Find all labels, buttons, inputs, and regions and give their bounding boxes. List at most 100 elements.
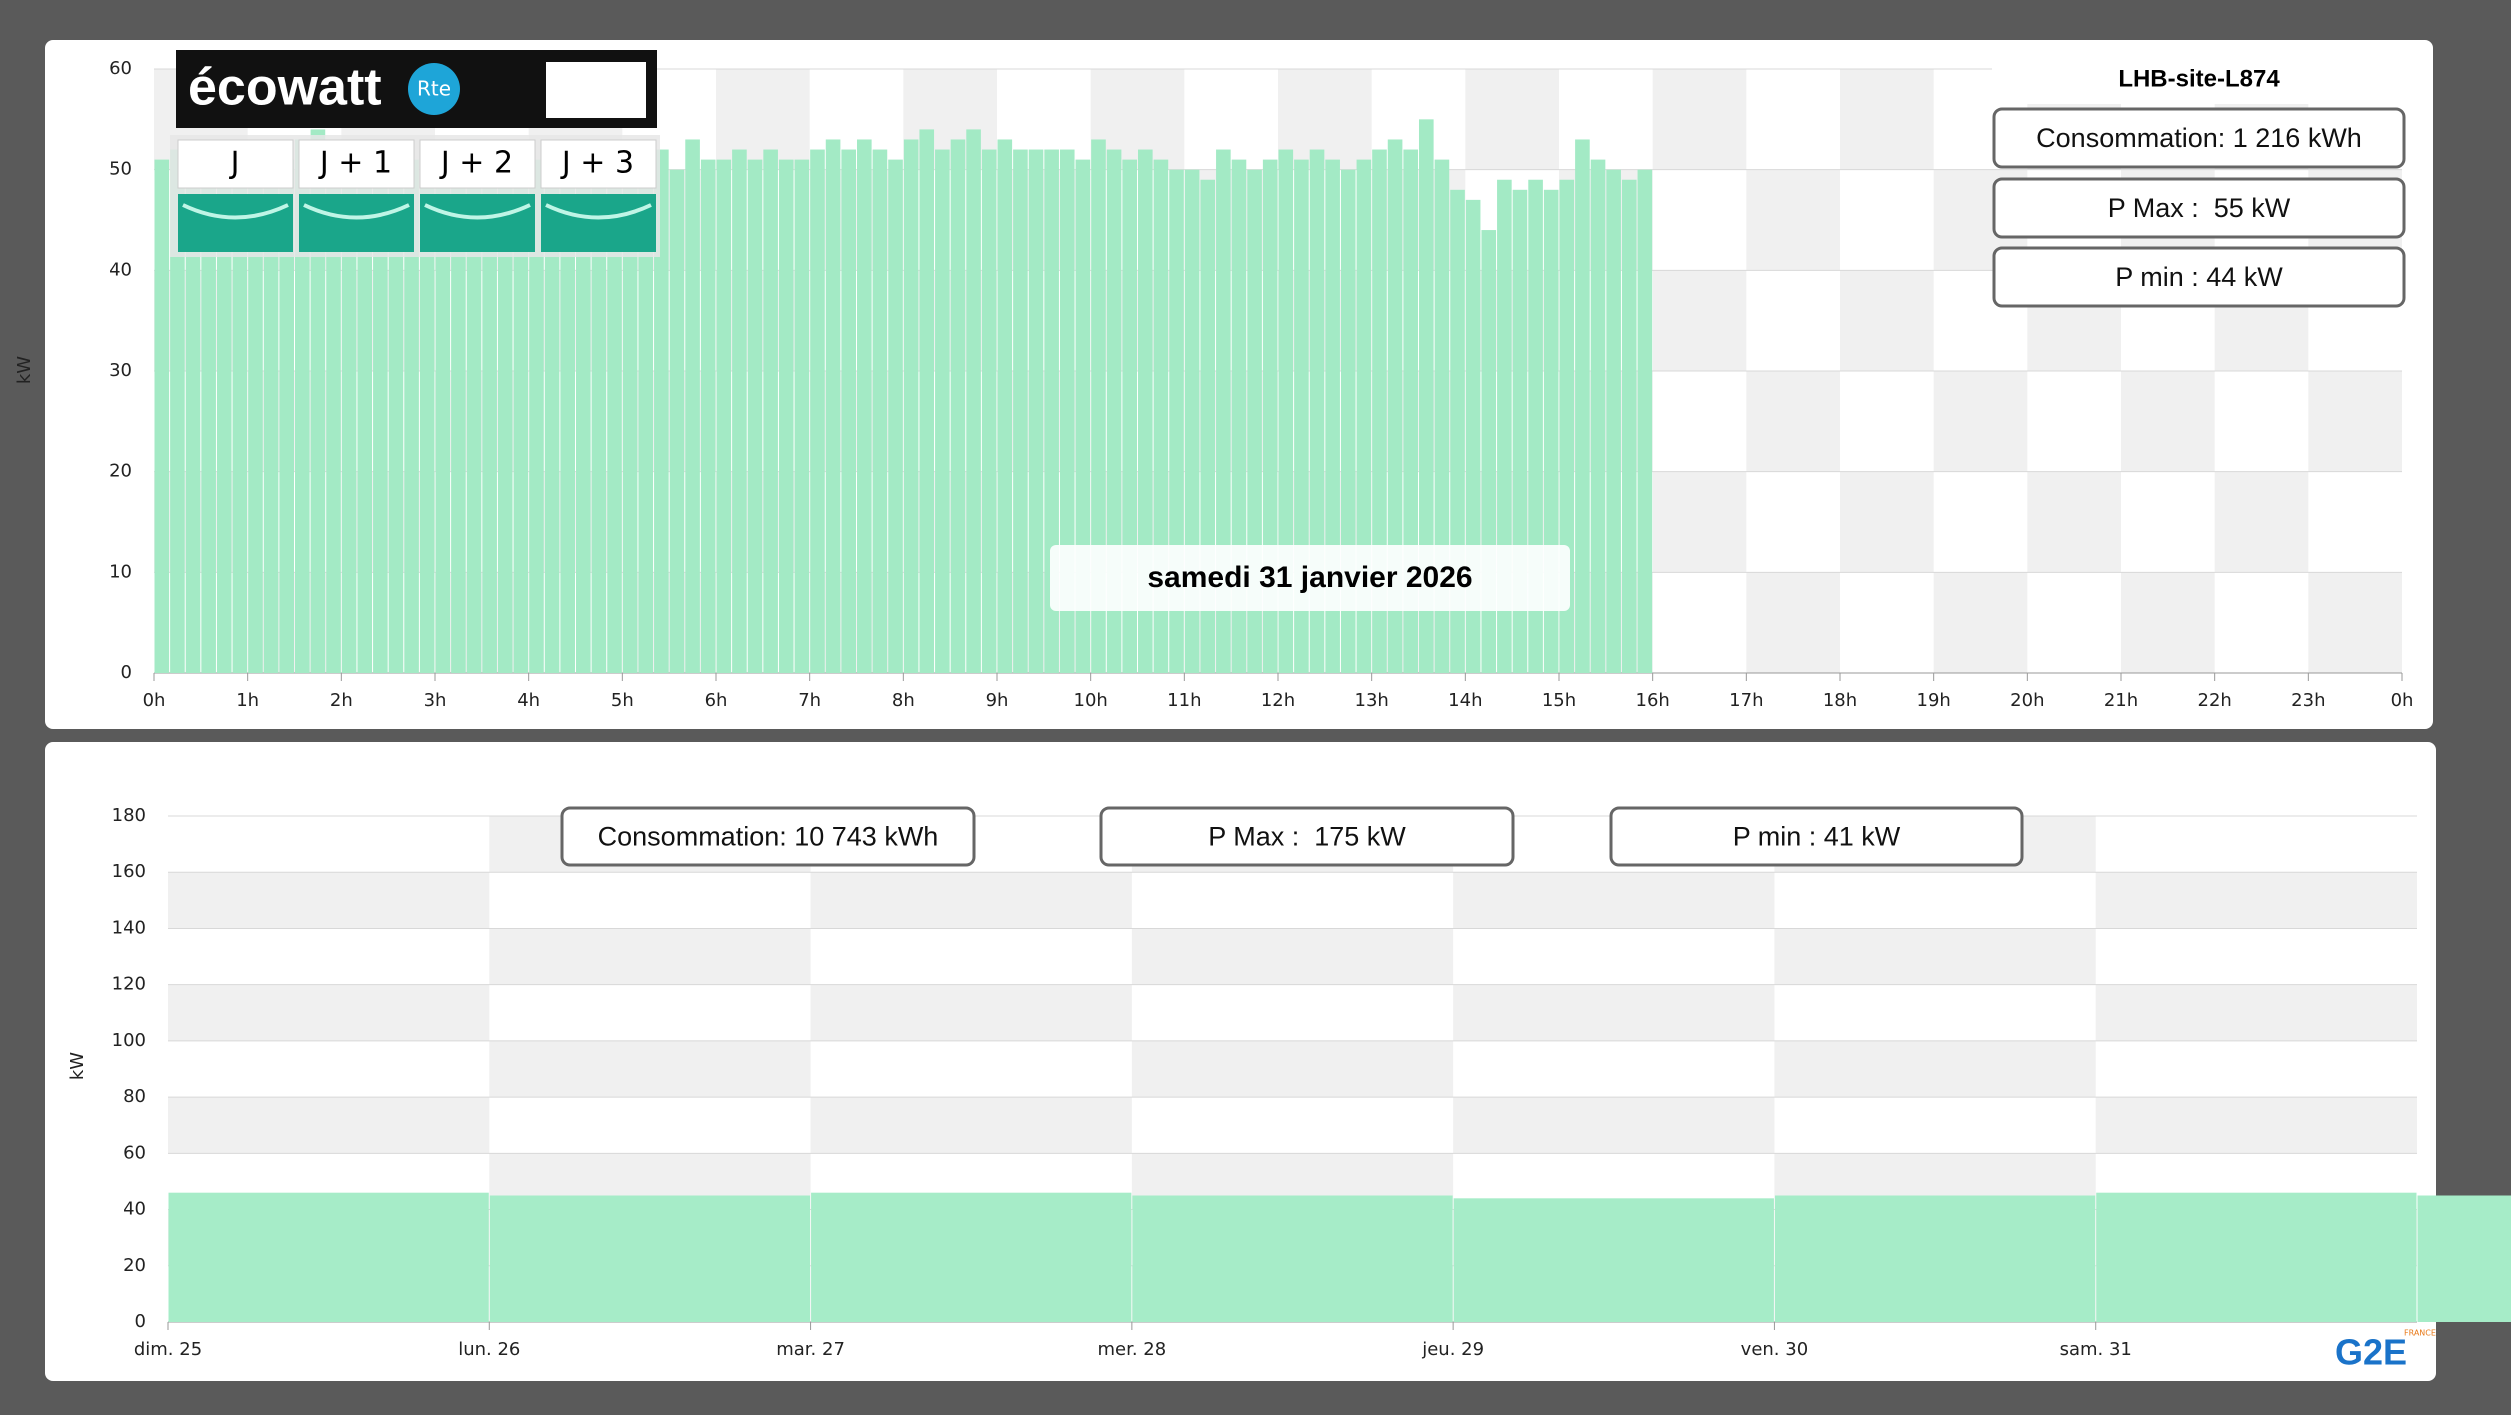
bar: [997, 139, 1013, 673]
bar: [1453, 1198, 1774, 1322]
grid-band: [168, 872, 490, 929]
bar: [482, 149, 497, 674]
bottom-chart: 0 20 40 60 80 100 120 140 160 180 dim. 25 lun. 26 ma…: [67, 805, 2511, 1360]
info-box: [1609, 806, 2024, 867]
bar: [700, 159, 716, 674]
x-tick-label: 17h: [1729, 690, 1763, 711]
x-tick-label: 18h: [1823, 690, 1857, 711]
bar: [622, 149, 638, 674]
bar: [201, 149, 216, 674]
bar: [1153, 159, 1169, 674]
x-tick-label: 12h: [1261, 690, 1295, 711]
x-tick-label: lun. 26: [458, 1339, 520, 1360]
y-tick-label: 160: [112, 861, 146, 882]
x-tick-label: 0h: [143, 690, 166, 711]
x-tick-label: 6h: [705, 690, 728, 711]
bar: [1122, 159, 1137, 674]
bar: [872, 149, 888, 674]
grid-band: [247, 371, 342, 472]
info-text: P min : 44 kW: [2115, 262, 2283, 292]
bar: [685, 139, 700, 673]
x-tick-label: 0h: [2391, 690, 2414, 711]
y-tick-label: 60: [109, 58, 132, 79]
bar: [373, 139, 388, 673]
bar: [1774, 1195, 2096, 1322]
bar: [966, 129, 981, 673]
grid-band: [2308, 371, 2402, 472]
date-box: [1050, 545, 1570, 611]
y-tick-label: 0: [121, 662, 132, 683]
grid-band: [1652, 270, 1747, 371]
y-axis-label: kW: [14, 356, 35, 384]
grid-band: [997, 169, 1091, 271]
bar: [638, 159, 654, 674]
grid-band: [1933, 371, 2028, 472]
bar: [607, 159, 622, 674]
grid-band: [168, 984, 490, 1041]
vendor-country: FRANCE: [2404, 1329, 2436, 1338]
x-tick-label: ven. 30: [1741, 1339, 1808, 1360]
bar: [232, 159, 248, 674]
x-tick-label: mer. 28: [1097, 1339, 1166, 1360]
bar: [935, 149, 950, 674]
info-text: P Max : 175 kW: [1208, 822, 1406, 852]
brand: écowatt: [188, 59, 382, 117]
bar: [497, 149, 513, 674]
x-tick-label: 23h: [2291, 690, 2325, 711]
bar: [732, 149, 747, 674]
info-text: Consommation: 10 743 kWh: [598, 822, 939, 852]
vendor-logo: G2E FRANCE: [2335, 1329, 2436, 1373]
grid-band: [810, 1097, 1132, 1154]
grid-band: [1840, 471, 1934, 573]
bar: [794, 159, 810, 674]
grid-band: [810, 872, 1132, 929]
bar: [435, 149, 451, 674]
grid-band: [1746, 371, 1840, 472]
bar: [1138, 149, 1153, 674]
bar: [489, 1195, 811, 1322]
bar: [888, 159, 903, 674]
grid-band: [2308, 572, 2402, 673]
bar: [1075, 159, 1091, 674]
chart-title: LHB-site-L874: [2118, 65, 2280, 92]
bar: [529, 159, 544, 674]
rte-badge: [408, 63, 460, 115]
info-text: Consommation: 1 216 kWh: [2036, 123, 2362, 153]
bar: [326, 149, 341, 674]
tile-wave: [303, 203, 410, 220]
tile-color: [299, 194, 414, 252]
grid-band: [716, 270, 810, 371]
bar: [357, 149, 373, 674]
bar: [811, 1192, 1132, 1322]
bar: [544, 149, 560, 674]
bar: [1044, 149, 1059, 674]
bar: [1278, 149, 1294, 674]
grid-band: [809, 572, 904, 673]
bar: [263, 149, 279, 674]
x-tick-label: dim. 25: [134, 1339, 202, 1360]
info-text: P Max : 55 kW: [2108, 193, 2291, 223]
grid-band: [809, 169, 904, 271]
bar: [1637, 169, 1653, 673]
tiles: J J + 1 J + 2 J + 3: [177, 139, 657, 252]
x-tick-label: 20h: [2010, 690, 2044, 711]
grid-band: [1371, 169, 1466, 271]
bar: [1013, 149, 1028, 674]
grid-band: [716, 69, 810, 170]
tile-wave: [545, 203, 652, 220]
x-tick-label: sam. 31: [2060, 1339, 2132, 1360]
grid-band: [489, 928, 811, 985]
grid-band: [1559, 169, 1653, 271]
bar: [810, 149, 825, 674]
grid-band: [1559, 371, 1653, 472]
bar: [903, 139, 919, 673]
grid-band: [1453, 872, 1775, 929]
bar: [310, 129, 326, 673]
ecowatt-logo: écowatt Rte J J + 1 J + 2 J + 3: [170, 50, 660, 257]
y-tick-label: 30: [109, 360, 132, 381]
x-tick-label: 14h: [1448, 690, 1482, 711]
grid-band: [168, 1097, 490, 1154]
x-tick-label: 8h: [892, 690, 915, 711]
grid-band: [622, 572, 716, 673]
